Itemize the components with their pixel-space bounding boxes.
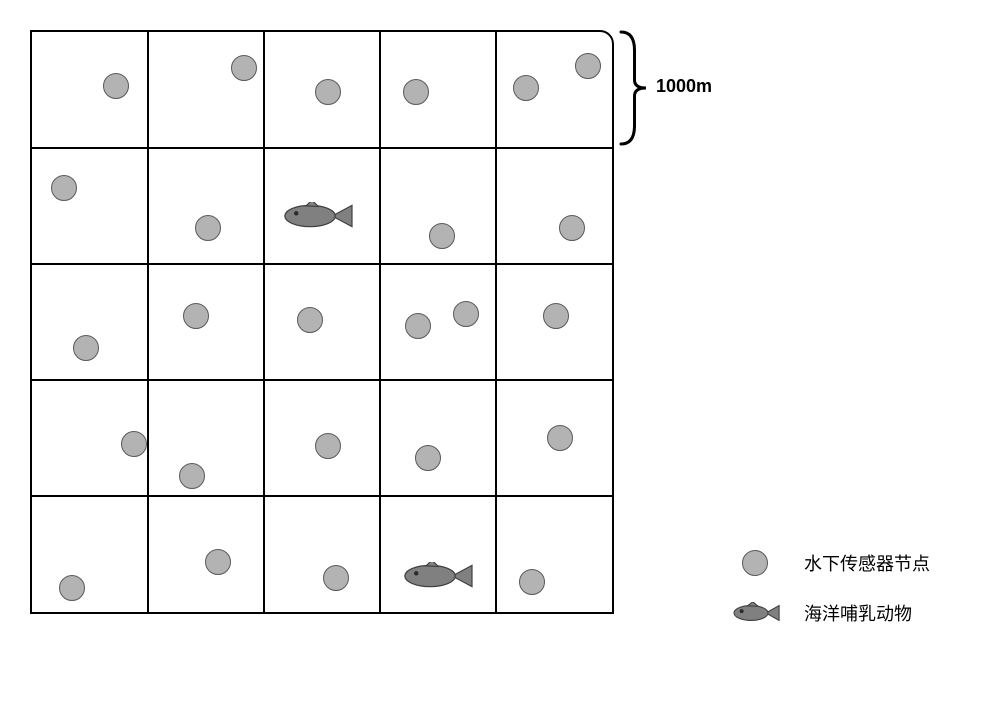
sensor-node <box>323 565 349 591</box>
sensor-node <box>315 433 341 459</box>
legend-row: 水下传感器节点 <box>730 550 930 576</box>
scale-label: 1000m <box>656 76 712 97</box>
legend-row: 海洋哺乳动物 <box>730 600 930 626</box>
scale-brace <box>618 30 648 150</box>
sensor-node <box>429 223 455 249</box>
sensor-node <box>559 215 585 241</box>
grid <box>30 30 614 614</box>
sensor-node <box>315 79 341 105</box>
sensor-node <box>103 73 129 99</box>
sensor-node <box>179 463 205 489</box>
legend: 水下传感器节点海洋哺乳动物 <box>730 550 930 626</box>
sensor-node <box>183 303 209 329</box>
marine-mammal-icon <box>730 602 780 624</box>
legend-label: 水下传感器节点 <box>804 550 930 576</box>
gridline-vertical <box>263 32 265 612</box>
sensor-node-icon <box>730 550 780 576</box>
sensor-node <box>51 175 77 201</box>
sensor-node <box>73 335 99 361</box>
diagram-block: 1000m 水下传感器节点海洋哺乳动物 <box>30 30 970 683</box>
sensor-node <box>59 575 85 601</box>
sensor-node <box>453 301 479 327</box>
diagram-root: 1000m 水下传感器节点海洋哺乳动物 <box>30 30 970 683</box>
sensor-node <box>742 550 768 576</box>
sensor-node <box>231 55 257 81</box>
sensor-node <box>519 569 545 595</box>
sensor-node <box>405 313 431 339</box>
gridline-vertical <box>379 32 381 612</box>
sensor-node <box>547 425 573 451</box>
sensor-node <box>121 431 147 457</box>
gridline-vertical <box>147 32 149 612</box>
sensor-node <box>415 445 441 471</box>
sensor-node <box>297 307 323 333</box>
marine-mammal-icon <box>399 562 473 595</box>
legend-label: 海洋哺乳动物 <box>804 600 912 626</box>
sensor-node <box>543 303 569 329</box>
sensor-node <box>205 549 231 575</box>
gridline-horizontal <box>32 263 612 265</box>
sensor-node <box>513 75 539 101</box>
gridline-horizontal <box>32 379 612 381</box>
sensor-node <box>195 215 221 241</box>
gridline-vertical <box>495 32 497 612</box>
gridline-horizontal <box>32 495 612 497</box>
marine-mammal-icon <box>279 202 353 235</box>
gridline-horizontal <box>32 147 612 149</box>
sensor-node <box>403 79 429 105</box>
sensor-node <box>575 53 601 79</box>
